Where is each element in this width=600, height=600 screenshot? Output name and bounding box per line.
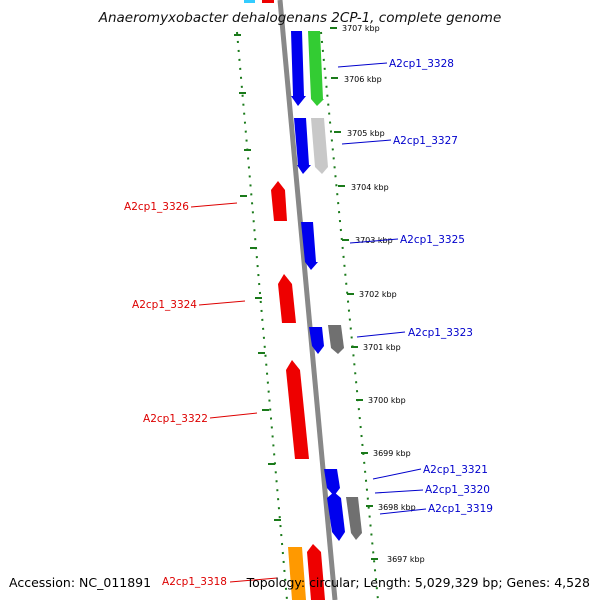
gene-arrow-a2cp1-3323-rna[interactable] <box>328 325 344 354</box>
kbp-tick-label: 3697 kbp <box>387 555 425 564</box>
label-leader <box>190 202 238 208</box>
kbp-tick-label: 3705 kbp <box>347 129 385 138</box>
gene-arrow-a2cp1-3327[interactable] <box>294 118 311 174</box>
accession-label: Accession: <box>9 575 76 590</box>
gene-arrow-a2cp1-3318[interactable] <box>288 547 306 600</box>
label-leader <box>349 238 399 244</box>
label-leader <box>372 468 422 480</box>
kbp-tick-label: 3700 kbp <box>368 396 406 405</box>
gene-arrow-a2cp1-3325[interactable] <box>301 222 318 270</box>
topology-label: Topology: <box>246 575 306 590</box>
genome-stats: Topology: circular; Length: 5,029,329 bp… <box>247 575 590 590</box>
separator: ; <box>355 575 364 590</box>
length-value: 5,029,329 bp <box>414 575 499 590</box>
kbp-tick-label: 3701 kbp <box>363 343 401 352</box>
kbp-tick-label: 3703 kbp <box>355 236 393 245</box>
label-leader <box>209 412 258 419</box>
inner-tick-rail <box>236 31 288 600</box>
gene-arrow-a2cp1-3318-b[interactable] <box>307 544 325 600</box>
label-leader <box>337 62 388 68</box>
length-label: Length: <box>363 575 411 590</box>
label-leader <box>229 577 278 583</box>
map-title: Anaeromyxobacter dehalogenans 2CP-1, com… <box>98 10 502 26</box>
label-leader <box>198 300 246 306</box>
gene-arrow-a2cp1-3324[interactable] <box>278 274 296 323</box>
gene-arrow-a2cp1-3321[interactable] <box>324 469 340 496</box>
gene-arrow-a2cp1-3320[interactable] <box>327 492 345 541</box>
gene-arrow-a2cp1-3328-rna[interactable] <box>308 31 324 106</box>
genes-label: Genes: <box>506 575 551 590</box>
label-leader <box>379 508 427 515</box>
accession-value: NC_011891 <box>79 575 152 590</box>
gene-label-forward[interactable]: A2cp1_3323 <box>408 327 473 339</box>
genome-backbone <box>277 0 338 600</box>
gene-label-forward[interactable]: A2cp1_3319 <box>428 503 493 515</box>
gene-label-forward[interactable]: A2cp1_3321 <box>423 464 488 476</box>
kbp-tick-label: 3706 kbp <box>344 75 382 84</box>
topology-value: circular <box>309 575 356 590</box>
label-leader <box>341 139 392 145</box>
kbp-tick-label: 3704 kbp <box>351 183 389 192</box>
accession-info: Accession: NC_011891 <box>9 575 151 590</box>
label-leader <box>374 489 424 494</box>
gene-arrow-a2cp1-3323[interactable] <box>309 327 324 354</box>
gene-label-reverse[interactable]: A2cp1_3322 <box>143 413 208 425</box>
kbp-tick-label: 3698 kbp <box>378 503 416 512</box>
gene-arrow-a2cp1-3328[interactable] <box>291 31 306 106</box>
kbp-tick-label: 3699 kbp <box>373 449 411 458</box>
genes-value: 4,528 <box>554 575 590 590</box>
gene-arrow-partial[interactable] <box>262 0 274 3</box>
gene-arrow-a2cp1-3322[interactable] <box>286 360 309 459</box>
gene-label-forward[interactable]: A2cp1_3328 <box>389 58 454 70</box>
kbp-tick-label: 3707 kbp <box>342 24 380 33</box>
gene-label-reverse[interactable]: A2cp1_3318 <box>162 576 227 588</box>
label-leader <box>356 331 406 338</box>
kbp-tick-label: 3702 kbp <box>359 290 397 299</box>
gene-label-reverse[interactable]: A2cp1_3326 <box>124 201 189 213</box>
gene-arrow-a2cp1-3327-rna[interactable] <box>311 118 328 174</box>
gene-arrow-a2cp1-3319[interactable] <box>346 497 362 540</box>
gene-arrow-a2cp1-3326[interactable] <box>271 181 287 221</box>
gene-label-forward[interactable]: A2cp1_3327 <box>393 135 458 147</box>
gene-label-forward[interactable]: A2cp1_3320 <box>425 484 490 496</box>
gene-label-reverse[interactable]: A2cp1_3324 <box>132 299 197 311</box>
separator: ; <box>498 575 507 590</box>
gene-label-forward[interactable]: A2cp1_3325 <box>400 234 465 246</box>
gene-arrow-partial[interactable] <box>244 0 255 3</box>
